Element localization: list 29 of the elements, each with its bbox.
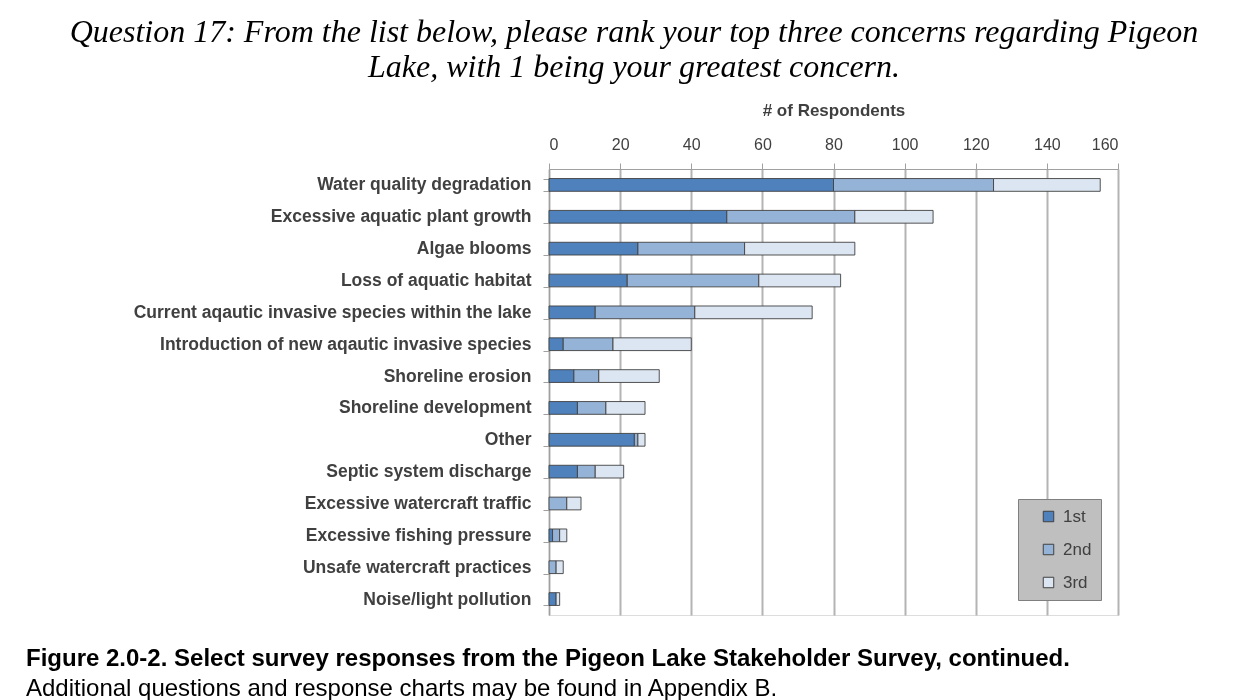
x-tick-label: 40 [682, 135, 701, 153]
y-tick-label: Shoreline erosion [383, 365, 532, 386]
x-axis-title: # of Respondents [762, 100, 906, 120]
y-tick-label: Excessive fishing pressure [305, 524, 532, 545]
legend-label: 1st [1063, 506, 1086, 526]
x-tick-label: 100 [891, 135, 919, 153]
y-tick-label: Other [484, 429, 532, 450]
x-tick-label: 80 [825, 135, 843, 153]
y-tick-label: Septic system discharge [326, 461, 532, 482]
y-tick-label: Introduction of new aqautic invasive species [160, 333, 532, 354]
legend-label: 2nd [1063, 539, 1092, 559]
x-tick-label: 20 [611, 135, 630, 153]
legend-label: 3rd [1063, 572, 1088, 592]
chart-title: Question 17: From the list below, please rank your top three concerns regarding Pigeon Lake, with 1 being your greatest concern. [69, 13, 1199, 84]
y-tick-label: Water quality degradation [317, 174, 532, 195]
y-tick-label: Shoreline development [338, 397, 532, 418]
x-tick-label: 140 [1034, 135, 1061, 153]
x-tick-label: 0 [549, 135, 559, 153]
y-tick-label: Algae blooms [416, 238, 532, 259]
x-tick-label: 60 [753, 135, 772, 153]
y-tick-label: Loss of aquatic habitat [340, 270, 532, 290]
x-tick-label: 120 [962, 135, 990, 153]
y-tick-label: Current aqautic invasive species within the lake [133, 301, 532, 322]
x-tick-label: 160 [1091, 135, 1119, 153]
y-tick-label: Excessive watercraft traffic [304, 493, 532, 513]
y-tick-label: Unsafe watercraft practices [302, 556, 532, 577]
caption: Figure 2.0-2. Select survey responses from the Pigeon Lake Stakeholder Survey, continued. [26, 644, 1070, 671]
y-tick-label: Noise/light pollution [363, 588, 532, 609]
y-tick-label: Excessive aquatic plant growth [270, 206, 532, 227]
